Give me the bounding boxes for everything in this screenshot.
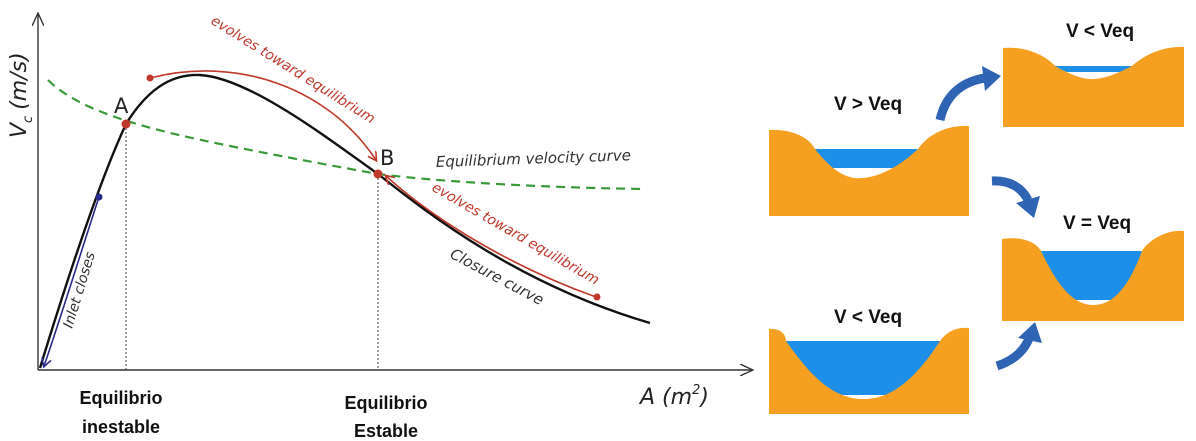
sediment-v-equal bbox=[1002, 230, 1184, 321]
red-arrow-bottom-start bbox=[593, 293, 601, 301]
blue-arrow-inlet bbox=[44, 196, 100, 366]
blue-arrow-start bbox=[95, 193, 103, 201]
panel-v-equal: V = Veq bbox=[1002, 213, 1184, 321]
water-v-equal bbox=[1041, 251, 1142, 300]
red-arrow-bottom bbox=[386, 176, 597, 298]
label-v-less-top: V < Veq bbox=[1066, 21, 1134, 42]
stable-label-line2: Estable bbox=[354, 421, 418, 441]
svg-text:Vc(m/s): Vc(m/s) bbox=[7, 52, 36, 138]
transition-arrow-right bbox=[991, 176, 1040, 218]
label-v-less-bottom: V < Veq bbox=[834, 307, 902, 328]
inlet-closes-label: Inlet closes bbox=[61, 250, 99, 330]
point-a-label: A bbox=[114, 94, 129, 118]
red-arrow-top-start bbox=[146, 74, 154, 82]
label-v-greater: V > Veq bbox=[834, 94, 902, 115]
unstable-label-line1: Equilibrio bbox=[80, 388, 163, 408]
equilibrium-velocity-curve bbox=[47, 79, 647, 191]
panel-v-less-top: V < Veq bbox=[1003, 21, 1184, 128]
stable-label-line1: Equilibrio bbox=[345, 393, 428, 413]
unstable-label-line2: inestable bbox=[82, 417, 160, 437]
red-arrow-top bbox=[149, 70, 376, 160]
equilibrium-curve-label: Equilibrium velocity curve bbox=[436, 146, 632, 171]
point-b-label: B bbox=[380, 146, 394, 170]
water-v-greater bbox=[815, 149, 918, 168]
sediment-v-less-top bbox=[1003, 46, 1184, 128]
y-axis-label: Vc(m/s) bbox=[7, 52, 36, 138]
point-a-marker bbox=[121, 119, 131, 129]
sediment-v-greater bbox=[769, 125, 969, 216]
transition-arrow-down bbox=[995, 322, 1042, 371]
label-v-equal: V = Veq bbox=[1063, 213, 1131, 234]
x-axis-label: A (m2) bbox=[638, 383, 709, 410]
point-b-marker bbox=[373, 169, 383, 179]
transition-arrow-up bbox=[935, 66, 1001, 122]
panel-v-greater: V > Veq bbox=[769, 94, 969, 216]
phase-graph: Vc(m/s) A (m2) A B Equilibrium velocity … bbox=[7, 13, 752, 441]
closure-curve bbox=[38, 73, 651, 369]
evolves-label-bottom: evolves toward equilibrium bbox=[429, 180, 602, 289]
water-v-less-bottom bbox=[786, 341, 940, 395]
sediment-v-less-bottom bbox=[769, 327, 969, 414]
water-v-less-top bbox=[1055, 66, 1132, 72]
panel-v-less-bottom: V < Veq bbox=[769, 307, 969, 414]
evolves-label-top: evolves toward equilibrium bbox=[208, 13, 378, 127]
